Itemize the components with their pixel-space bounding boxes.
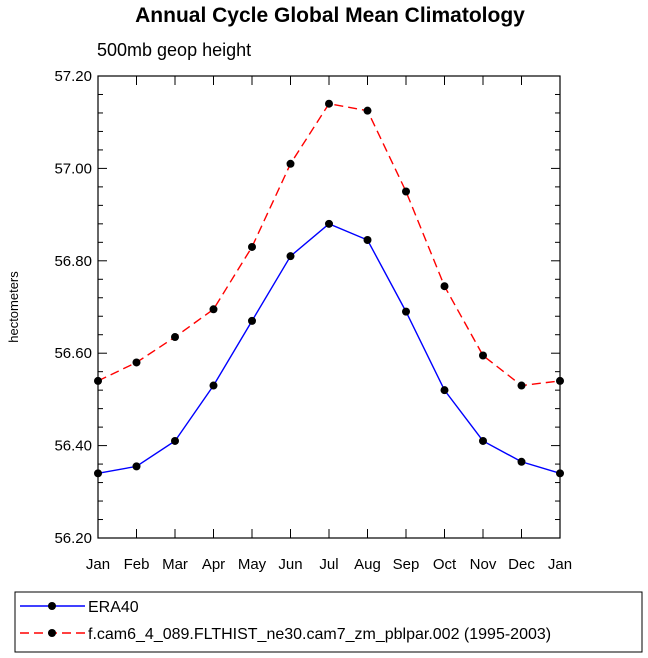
chart-subtitle: 500mb geop height [97, 40, 252, 60]
x-tick-label: Sep [393, 556, 420, 573]
data-point [171, 333, 179, 342]
data-point [440, 386, 449, 395]
data-point [325, 99, 333, 108]
data-point [363, 106, 372, 115]
x-tick-label: Jan [548, 556, 572, 573]
y-axis-ticks: 56.20 56.40 56.60 56.80 57.00 57.20 [54, 68, 560, 547]
x-tick-label: Feb [124, 556, 150, 573]
x-tick-label: May [238, 556, 267, 573]
data-point [94, 469, 102, 478]
legend-marker [48, 629, 56, 637]
data-point [248, 316, 256, 325]
legend-marker [48, 602, 56, 610]
series-2 [94, 99, 564, 390]
x-tick-label: Jul [319, 556, 338, 573]
y-tick-label: 56.40 [54, 438, 92, 455]
data-point [286, 159, 295, 168]
data-point [479, 351, 487, 360]
data-point [209, 381, 218, 390]
x-tick-label: Jun [278, 556, 302, 573]
data-point [286, 252, 295, 261]
y-tick-label: 57.20 [54, 68, 92, 85]
y-axis-label: hectometers [6, 271, 21, 343]
data-point [248, 242, 256, 251]
x-tick-label: Aug [354, 556, 381, 573]
x-tick-label: Dec [508, 556, 535, 573]
data-point [517, 381, 526, 390]
legend-item: ERA40 [20, 599, 139, 616]
series-line [97, 102, 561, 387]
x-tick-label: Mar [162, 556, 188, 573]
data-point [94, 376, 102, 385]
x-axis-ticks: Jan Feb Mar Apr May Jun Jul Aug Sep Oct Nov Dec Jan [86, 76, 572, 573]
data-point [556, 469, 564, 478]
data-point [440, 282, 449, 291]
legend-box [14, 591, 643, 653]
data-point [402, 307, 410, 316]
legend-label: ERA40 [88, 599, 139, 616]
data-point [171, 436, 179, 445]
y-tick-label: 57.00 [54, 160, 92, 177]
series-line [97, 223, 561, 475]
data-point [132, 358, 141, 367]
data-point [325, 219, 333, 228]
data-point [209, 305, 218, 314]
data-point [402, 187, 410, 196]
x-tick-label: Oct [433, 556, 457, 573]
plot-frame [97, 75, 561, 539]
data-point [517, 457, 526, 466]
y-tick-label: 56.80 [54, 253, 92, 270]
legend: ERA40 f.cam6_4_089.FLTHIST_ne30.cam7_zm_p… [20, 599, 551, 643]
x-tick-label: Jan [86, 556, 110, 573]
legend-label: f.cam6_4_089.FLTHIST_ne30.cam7_zm_pblpar… [88, 626, 551, 643]
legend-item: f.cam6_4_089.FLTHIST_ne30.cam7_zm_pblpar… [20, 626, 551, 643]
data-point [556, 376, 564, 385]
y-tick-label: 56.20 [54, 530, 92, 547]
series-layer [94, 99, 564, 478]
x-tick-label: Apr [202, 556, 225, 573]
data-point [479, 436, 487, 445]
y-tick-label: 56.60 [54, 345, 92, 362]
chart-title: Annual Cycle Global Mean Climatology [135, 4, 525, 27]
series-1 [94, 219, 564, 478]
data-point [132, 462, 141, 471]
x-tick-label: Nov [470, 556, 497, 573]
data-point [363, 236, 372, 245]
